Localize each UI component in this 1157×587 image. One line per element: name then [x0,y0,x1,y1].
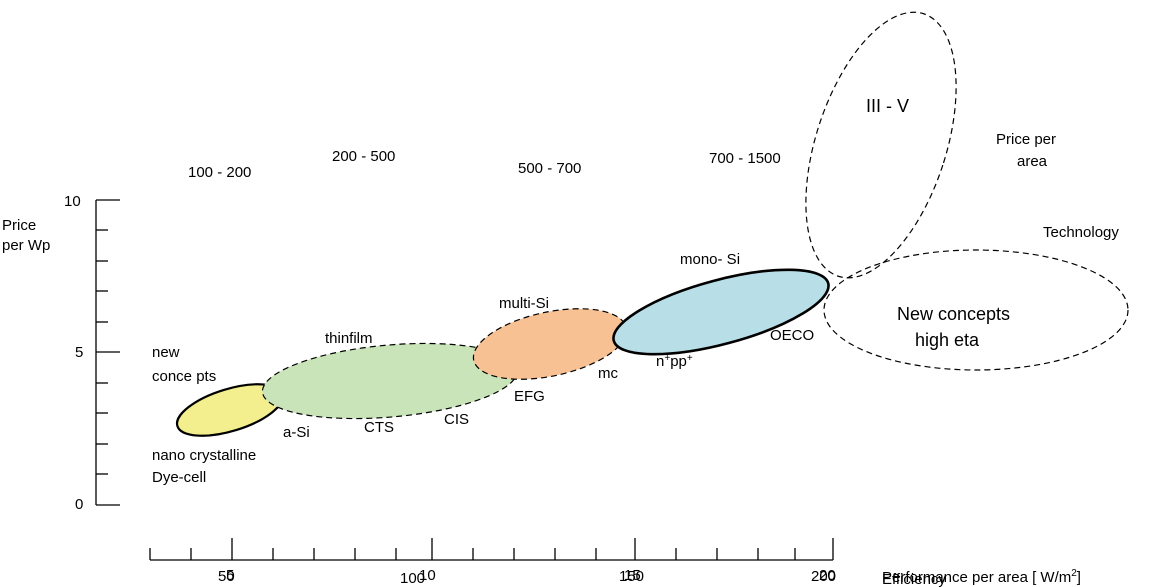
price-range-3: 500 - 700 [518,160,581,177]
price-range-2: 200 - 500 [332,148,395,165]
bottom-row: 50 100 150 200 Performance per area [ W/… [0,566,1157,587]
label-mono-si: mono- Si [680,251,740,268]
label-efg: EFG [514,388,545,405]
x-tick-perf-100-html: 100 [400,570,426,587]
label-iii-v: III - V [866,96,909,116]
x-tick-perf-50-html: 50 [218,568,235,585]
y-tick-0: 0 [75,496,83,513]
label-npp-n: n [656,353,664,370]
x-tick-eff-20: 20 [819,567,836,584]
x-tick-perf-200: 200 [811,568,837,585]
label-oeco: OECO [770,327,814,344]
y-tick-5: 5 [75,344,83,361]
price-range-4: 700 - 1500 [709,150,781,167]
label-a-si: a-Si [283,424,310,441]
y-axis-label-line2: per Wp [2,237,50,254]
x-axis-efficiency-label: Efficiency [882,571,946,587]
performance-label-text: Performance per area [ W/m [882,569,1072,586]
x-tick-perf-150: 150 [619,568,645,585]
label-price-per-area-line2: area [1017,153,1048,170]
label-thinfilm: thinfilm [325,330,373,347]
x-axis-performance-label: Performance per area [ W/m2] [882,568,1081,586]
y-axis-label-line1: Price [2,217,36,234]
label-new-concepts-line1: new [152,344,180,361]
label-npp-sup1: + [664,353,670,364]
iii-v-ellipse [805,11,957,279]
label-cis: CIS [444,411,469,428]
label-npp-pp: pp [670,353,687,370]
mono-si-ellipse [612,268,830,356]
performance-label-sup: 2 [1071,568,1077,579]
x-tick-eff-15: 15 [624,567,641,584]
label-price-per-area-line1: Price per [996,131,1056,148]
price-range-1: 100 - 200 [188,164,251,181]
label-npp-sup2: + [687,353,693,364]
label-technology: Technology [1043,224,1119,241]
x-tick-eff-10: 10 [419,567,436,584]
label-cts: CTS [364,419,394,436]
y-axis [95,199,120,506]
label-new-concepts-high-line2: high eta [915,330,980,350]
x-axis [149,538,834,561]
label-nano-line2: Dye-cell [152,469,206,486]
new-concepts-high-eta-ellipse [823,249,1129,371]
x-tick-eff-5: 5 [226,567,234,584]
label-mc: mc [598,365,618,382]
performance-label-end: ] [1076,569,1081,586]
y-tick-10: 10 [64,193,81,210]
label-multi-si: multi-Si [499,295,549,312]
label-npp: n+pp+ [656,353,693,371]
label-nano-line1: nano crystalline [152,447,256,464]
label-new-concepts-line2: conce pts [152,368,216,385]
label-new-concepts-high-line1: New concepts [897,304,1010,324]
